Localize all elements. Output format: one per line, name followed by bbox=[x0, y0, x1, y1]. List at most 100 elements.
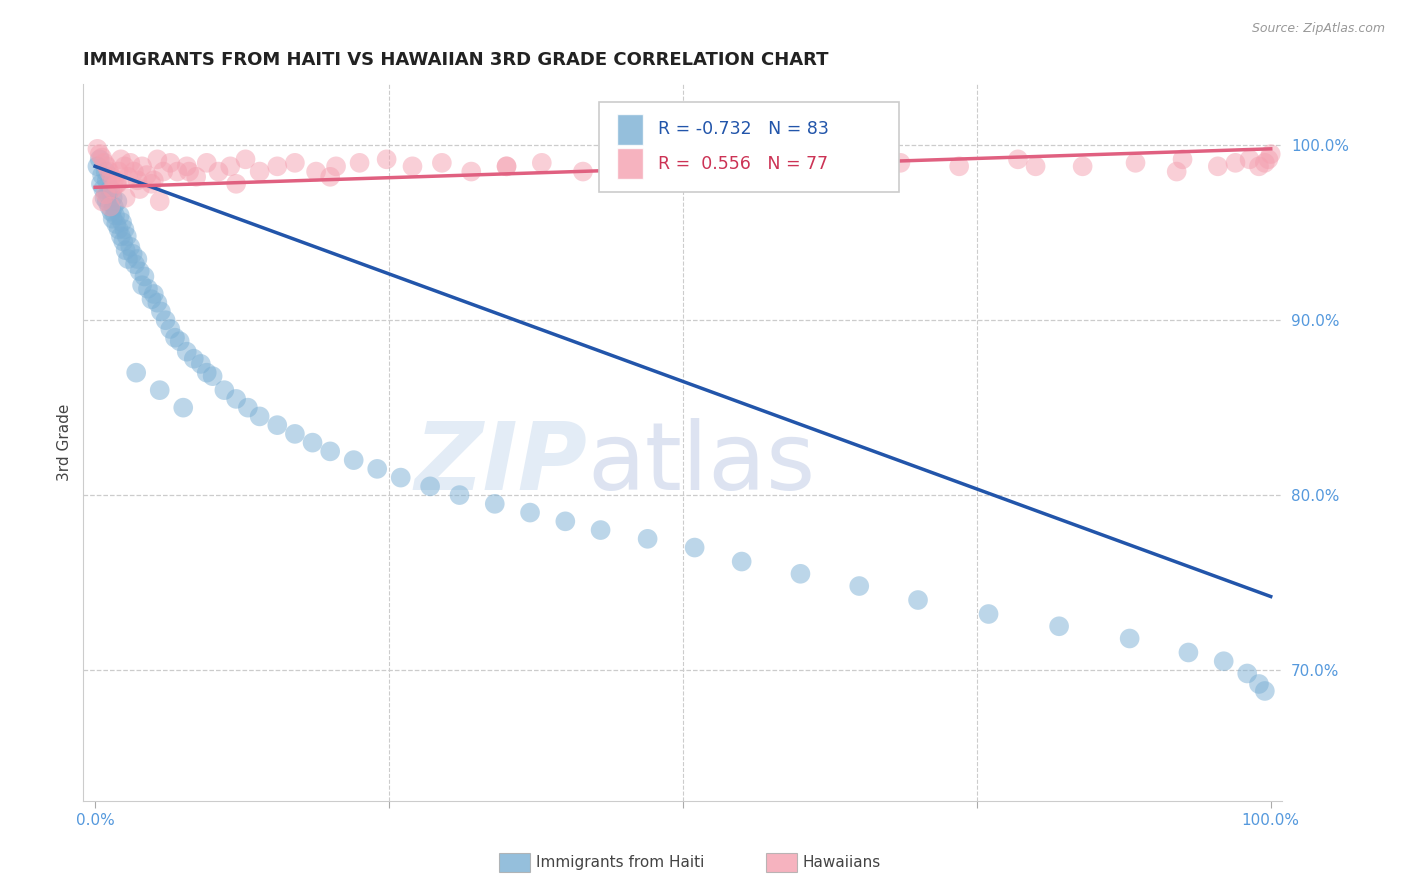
Point bbox=[366, 462, 388, 476]
Point bbox=[349, 156, 371, 170]
Point bbox=[1247, 159, 1270, 173]
Text: IMMIGRANTS FROM HAITI VS HAWAIIAN 3RD GRADE CORRELATION CHART: IMMIGRANTS FROM HAITI VS HAWAIIAN 3RD GR… bbox=[83, 51, 828, 69]
Point bbox=[131, 278, 153, 293]
Point bbox=[495, 159, 517, 173]
Point bbox=[343, 453, 366, 467]
Point bbox=[1071, 159, 1094, 173]
Point bbox=[98, 200, 121, 214]
Point bbox=[225, 392, 247, 406]
Point bbox=[131, 159, 153, 173]
Point bbox=[519, 506, 541, 520]
Point bbox=[948, 159, 970, 173]
Text: Immigrants from Haiti: Immigrants from Haiti bbox=[536, 855, 704, 870]
Point bbox=[112, 235, 135, 249]
Point bbox=[89, 147, 111, 161]
Point bbox=[172, 401, 194, 415]
Point bbox=[104, 208, 127, 222]
Point bbox=[114, 222, 136, 236]
Point bbox=[1007, 153, 1029, 167]
Point bbox=[146, 153, 169, 167]
Point bbox=[128, 182, 150, 196]
Point bbox=[235, 153, 257, 167]
Point bbox=[1225, 156, 1247, 170]
Point bbox=[319, 444, 342, 458]
Point bbox=[101, 191, 124, 205]
Point bbox=[266, 159, 288, 173]
Point bbox=[98, 164, 121, 178]
Point bbox=[195, 366, 218, 380]
Point bbox=[107, 164, 129, 178]
Point bbox=[124, 257, 146, 271]
Point bbox=[419, 479, 441, 493]
Point bbox=[190, 357, 212, 371]
Point bbox=[159, 322, 181, 336]
Point bbox=[637, 532, 659, 546]
Point bbox=[1047, 619, 1070, 633]
Point bbox=[100, 169, 122, 184]
Point bbox=[236, 401, 259, 415]
Point bbox=[484, 497, 506, 511]
Point bbox=[183, 351, 205, 366]
Point bbox=[186, 169, 208, 184]
Point bbox=[1166, 164, 1188, 178]
Point bbox=[114, 191, 136, 205]
Point bbox=[142, 173, 165, 187]
Point bbox=[401, 159, 423, 173]
Point bbox=[127, 173, 149, 187]
Point bbox=[142, 287, 165, 301]
Point bbox=[115, 229, 138, 244]
Point bbox=[214, 383, 236, 397]
Point bbox=[134, 269, 156, 284]
Point bbox=[1247, 677, 1270, 691]
Point bbox=[375, 153, 398, 167]
Point bbox=[848, 579, 870, 593]
Point bbox=[848, 164, 870, 178]
Point bbox=[91, 151, 114, 165]
Point bbox=[108, 208, 131, 222]
Point bbox=[195, 156, 218, 170]
Point bbox=[111, 215, 134, 229]
Point bbox=[91, 182, 114, 196]
Point bbox=[105, 177, 128, 191]
Point bbox=[94, 164, 117, 178]
Point bbox=[1257, 153, 1279, 167]
Point bbox=[284, 156, 307, 170]
Point bbox=[207, 164, 229, 178]
Point bbox=[619, 156, 641, 170]
Point bbox=[176, 159, 198, 173]
Point bbox=[219, 159, 242, 173]
Point bbox=[249, 164, 271, 178]
Point bbox=[554, 514, 576, 528]
Point bbox=[98, 182, 121, 196]
Point bbox=[135, 168, 157, 182]
Point bbox=[90, 177, 112, 191]
Point bbox=[1254, 684, 1277, 698]
Point bbox=[1171, 153, 1194, 167]
Point bbox=[977, 607, 1000, 621]
Point bbox=[176, 344, 198, 359]
Point bbox=[166, 164, 188, 178]
Point bbox=[718, 156, 741, 170]
Point bbox=[266, 418, 288, 433]
Point bbox=[125, 366, 148, 380]
Point bbox=[121, 246, 143, 260]
Point bbox=[589, 523, 612, 537]
Point bbox=[127, 252, 149, 266]
Point bbox=[86, 159, 108, 173]
Point bbox=[120, 156, 142, 170]
Point bbox=[301, 435, 323, 450]
FancyBboxPatch shape bbox=[617, 113, 644, 145]
Point bbox=[731, 555, 754, 569]
Point bbox=[146, 295, 169, 310]
Point bbox=[105, 194, 128, 209]
Point bbox=[86, 142, 108, 156]
Point bbox=[1177, 645, 1199, 659]
Point bbox=[672, 156, 695, 170]
Point bbox=[319, 169, 342, 184]
Point bbox=[89, 153, 111, 167]
Point bbox=[110, 229, 132, 244]
Point bbox=[666, 159, 689, 173]
Point bbox=[201, 369, 224, 384]
Point bbox=[155, 313, 177, 327]
Point bbox=[97, 187, 120, 202]
